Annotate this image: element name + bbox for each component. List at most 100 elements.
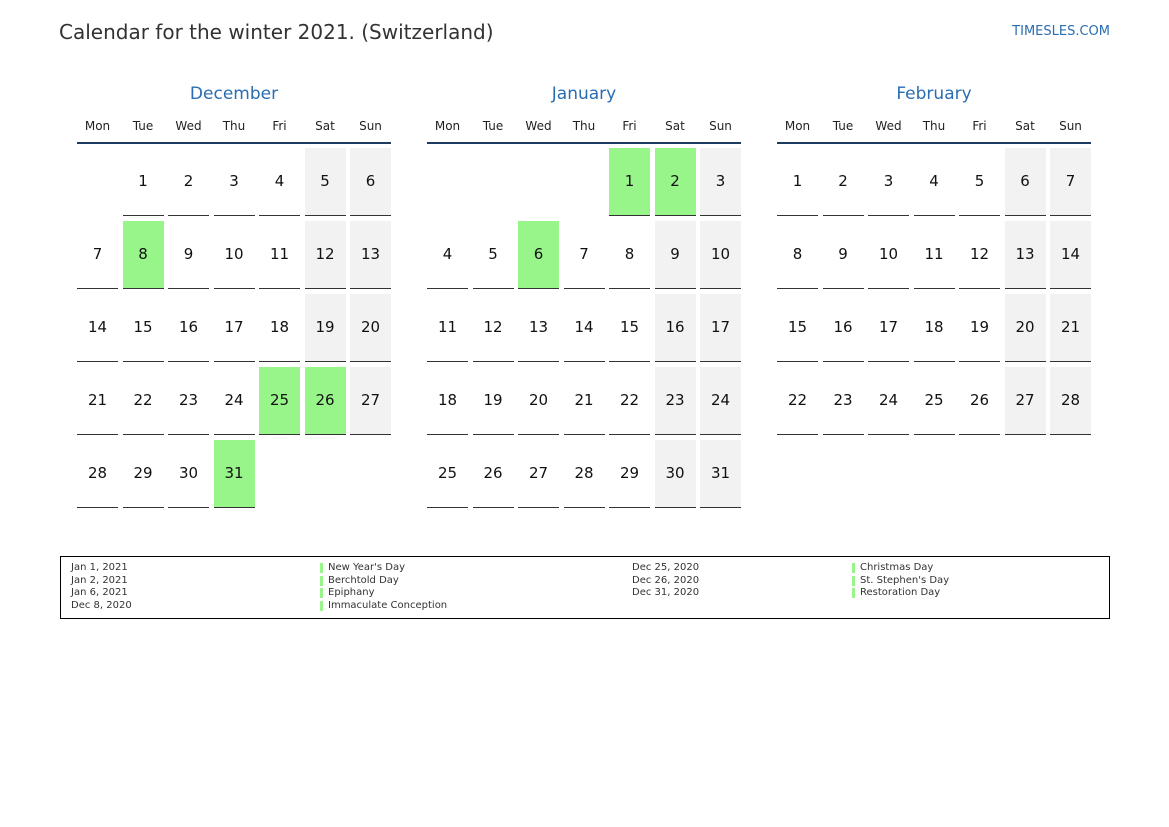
weekday: Sun bbox=[709, 119, 732, 133]
weekday: Tue bbox=[482, 119, 504, 133]
holiday-name: Immaculate Conception bbox=[328, 599, 448, 611]
day-cell: 22 bbox=[777, 367, 818, 435]
day-cell: 1 bbox=[777, 148, 818, 216]
weekday: Mon bbox=[434, 119, 461, 133]
legend-box bbox=[60, 556, 1110, 619]
day-cell: 24 bbox=[213, 367, 255, 435]
day-cell: 2 bbox=[168, 148, 209, 216]
holiday-marker bbox=[320, 600, 323, 611]
day-cell: 23 bbox=[168, 367, 209, 435]
day-cell: 9 bbox=[654, 221, 696, 289]
weekday: Fri bbox=[622, 119, 637, 133]
day-cell: 1 bbox=[122, 148, 164, 216]
day-cell: 9 bbox=[822, 221, 864, 289]
holiday-date: Dec 25, 2020 bbox=[632, 562, 700, 573]
day-cell: 21 bbox=[563, 367, 605, 435]
weekday: Sat bbox=[665, 119, 685, 133]
day-cell: 19 bbox=[304, 294, 346, 362]
day-cell: 13 bbox=[1004, 221, 1046, 289]
day-cell: 23 bbox=[654, 367, 696, 435]
day-cell: 11 bbox=[259, 221, 300, 289]
day-cell: 25 bbox=[427, 440, 468, 508]
weekday: Mon bbox=[84, 119, 111, 133]
day-cell: 20 bbox=[1004, 294, 1046, 362]
day-cell: 6 bbox=[1004, 148, 1046, 216]
day-cell: 13 bbox=[350, 221, 391, 289]
day-cell: 30 bbox=[654, 440, 696, 508]
day-cell: 16 bbox=[822, 294, 864, 362]
day-cell: 28 bbox=[563, 440, 605, 508]
holiday-marker bbox=[320, 588, 323, 598]
weekday: Thu bbox=[222, 119, 246, 133]
day-cell: 17 bbox=[213, 294, 255, 362]
weekday: Tue bbox=[132, 119, 154, 133]
day-cell: 16 bbox=[654, 294, 696, 362]
day-cell: 4 bbox=[913, 148, 955, 216]
day-cell: 25 bbox=[913, 367, 955, 435]
day-cell: 26 bbox=[959, 367, 1000, 435]
month-name: December bbox=[189, 84, 279, 104]
day-cell: 23 bbox=[822, 367, 864, 435]
day-cell: 4 bbox=[259, 148, 300, 216]
day-cell: 21 bbox=[1050, 294, 1091, 362]
holiday-marker bbox=[320, 563, 323, 573]
day-cell: 12 bbox=[472, 294, 514, 362]
holiday-name: Christmas Day bbox=[860, 562, 934, 573]
weekday: Mon bbox=[784, 119, 811, 133]
day-cell: 27 bbox=[518, 440, 559, 508]
day-cell: 27 bbox=[1004, 367, 1046, 435]
day-cell: 8 bbox=[609, 221, 650, 289]
weekday: Sat bbox=[315, 119, 335, 133]
holiday-date: Dec 8, 2020 bbox=[71, 599, 132, 611]
day-cell: 22 bbox=[122, 367, 164, 435]
day-cell: 2 bbox=[654, 148, 696, 216]
day-cell: 17 bbox=[868, 294, 909, 362]
month-name: January bbox=[551, 84, 617, 104]
day-cell: 7 bbox=[77, 221, 118, 289]
holiday-date: Jan 6, 2021 bbox=[71, 587, 128, 598]
weekday: Wed bbox=[175, 119, 202, 133]
day-cell: 15 bbox=[609, 294, 650, 362]
holiday-marker bbox=[852, 563, 855, 573]
day-cell: 11 bbox=[427, 294, 468, 362]
holiday-name: St. Stephen's Day bbox=[860, 574, 950, 586]
holiday-date: Jan 1, 2021 bbox=[71, 562, 128, 573]
day-cell: 18 bbox=[427, 367, 468, 435]
weekday: Sun bbox=[1059, 119, 1082, 133]
day-cell: 5 bbox=[472, 221, 514, 289]
day-cell: 14 bbox=[77, 294, 118, 362]
day-cell: 31 bbox=[700, 440, 741, 508]
day-cell: 19 bbox=[959, 294, 1000, 362]
site-link[interactable]: TIMESLES.COM bbox=[1012, 24, 1110, 39]
day-cell: 7 bbox=[1050, 148, 1091, 216]
weekday: Wed bbox=[525, 119, 552, 133]
day-cell: 21 bbox=[77, 367, 118, 435]
weekday: Fri bbox=[972, 119, 987, 133]
day-cell: 31 bbox=[213, 440, 255, 508]
day-cell: 10 bbox=[700, 221, 741, 289]
weekday: Sun bbox=[359, 119, 382, 133]
holiday-name: Epiphany bbox=[328, 587, 375, 598]
day-cell: 20 bbox=[350, 294, 391, 362]
day-cell: 22 bbox=[609, 367, 650, 435]
day-cell: 28 bbox=[77, 440, 118, 508]
day-cell: 28 bbox=[1050, 367, 1091, 435]
day-cell: 17 bbox=[700, 294, 741, 362]
day-cell: 1 bbox=[609, 148, 650, 216]
holiday-date: Jan 2, 2021 bbox=[71, 574, 128, 586]
day-cell: 29 bbox=[609, 440, 650, 508]
weekday: Sat bbox=[1015, 119, 1035, 133]
title: Calendar for the winter 2021. (Switzerla… bbox=[59, 20, 494, 44]
day-cell: 19 bbox=[472, 367, 514, 435]
day-cell: 14 bbox=[563, 294, 605, 362]
day-cell: 2 bbox=[822, 148, 864, 216]
holiday-date: Dec 26, 2020 bbox=[632, 574, 700, 586]
header-rule bbox=[777, 142, 1091, 144]
day-cell: 12 bbox=[959, 221, 1000, 289]
day-cell: 26 bbox=[304, 367, 346, 435]
day-cell: 3 bbox=[213, 148, 255, 216]
day-cell: 8 bbox=[122, 221, 164, 289]
day-cell: 4 bbox=[427, 221, 468, 289]
holiday-name: Berchtold Day bbox=[328, 574, 399, 586]
